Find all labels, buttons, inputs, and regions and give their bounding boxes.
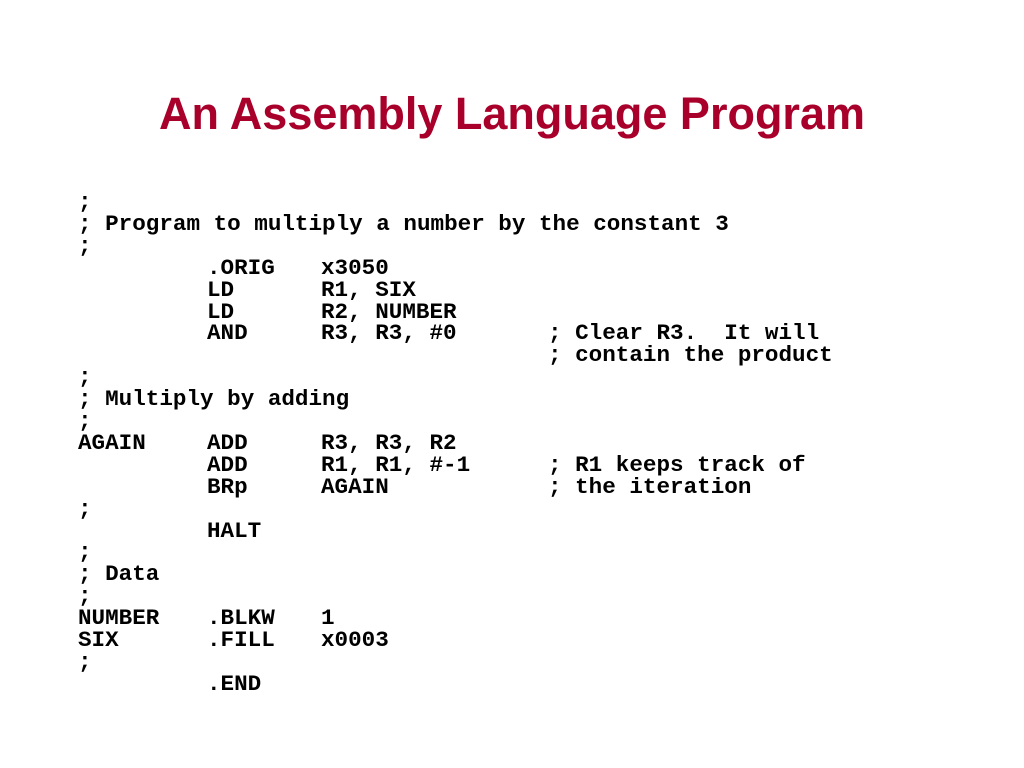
code-operands: R1, SIX [321, 276, 416, 303]
code-opcode: .END [207, 670, 262, 697]
code-line: HALT [0, 517, 1024, 544]
code-line: LD R1, SIX [0, 276, 1024, 303]
code-operands: R2, NUMBER [321, 298, 457, 325]
code-line: ; [0, 189, 1024, 215]
code-label: AGAIN [78, 429, 146, 456]
code-line: NUMBER .BLKW 1 [0, 605, 1024, 632]
code-operands: 1 [321, 605, 335, 632]
code-comment: ; Clear R3. It will [548, 320, 820, 347]
code-operands: x3050 [321, 254, 389, 281]
code-line: ; [0, 648, 1024, 675]
code-line: ADD R1, R1, #-1 ; R1 keeps track of [0, 451, 1024, 478]
code-opcode: LD [207, 298, 235, 325]
code-line: ; [0, 364, 1024, 391]
code-comment: ; R1 keeps track of [548, 451, 806, 478]
code-opcode: ADD [207, 451, 248, 478]
code-line: ; Multiply by adding [0, 386, 1024, 413]
code-opcode: ADD [207, 429, 248, 456]
code-opcode: BRp [207, 473, 248, 500]
code-line: ; [0, 408, 1024, 434]
comment-line: ; [78, 648, 92, 675]
code-label: SIX [78, 627, 119, 653]
code-line: AND R3, R3, #0 ; Clear R3. It will [0, 320, 1024, 347]
comment-line: ; Multiply by adding [78, 386, 350, 413]
code-operands: R1, R1, #-1 [321, 451, 471, 478]
comment-line: ; [78, 539, 92, 566]
code-operands: R3, R3, R2 [321, 429, 457, 456]
code-line: SIX .FILL x0003 [0, 627, 1024, 653]
code-line: ; Data [0, 561, 1024, 588]
code-label: NUMBER [78, 605, 160, 632]
code-opcode: .FILL [207, 627, 275, 653]
code-line: BRp AGAIN ; the iteration [0, 473, 1024, 500]
code-line: ; [0, 583, 1024, 610]
code-line: LD R2, NUMBER [0, 298, 1024, 325]
code-line: ; [0, 495, 1024, 522]
comment-line: ; Program to multiply a number by the co… [78, 210, 729, 237]
code-line: ; [0, 539, 1024, 566]
code-opcode: LD [207, 276, 235, 303]
comment-line: ; [78, 364, 92, 391]
code-comment: ; contain the product [548, 342, 833, 369]
comment-line: ; [78, 408, 92, 434]
code-line: ; Program to multiply a number by the co… [0, 210, 1024, 237]
code-opcode: .ORIG [207, 254, 275, 281]
code-operands: x0003 [321, 627, 389, 653]
code-line: ; [0, 232, 1024, 259]
code-line: .END [0, 670, 1024, 697]
code-opcode: AND [207, 320, 248, 347]
comment-line: ; [78, 232, 92, 259]
comment-line: ; [78, 495, 92, 522]
slide-title: An Assembly Language Program [158, 88, 865, 139]
code-opcode: HALT [207, 517, 262, 544]
comment-line: ; Data [78, 561, 160, 588]
code-line: ; contain the product [0, 342, 1024, 369]
comment-line: ; [78, 583, 92, 610]
code-line: AGAIN ADD R3, R3, R2 [0, 429, 1024, 456]
code-operands: AGAIN [321, 473, 389, 500]
code-comment: ; the iteration [548, 473, 752, 500]
code-line: .ORIG x3050 [0, 254, 1024, 281]
code-operands: R3, R3, #0 [321, 320, 457, 347]
code-opcode: .BLKW [207, 605, 275, 632]
comment-line: ; [78, 189, 92, 215]
